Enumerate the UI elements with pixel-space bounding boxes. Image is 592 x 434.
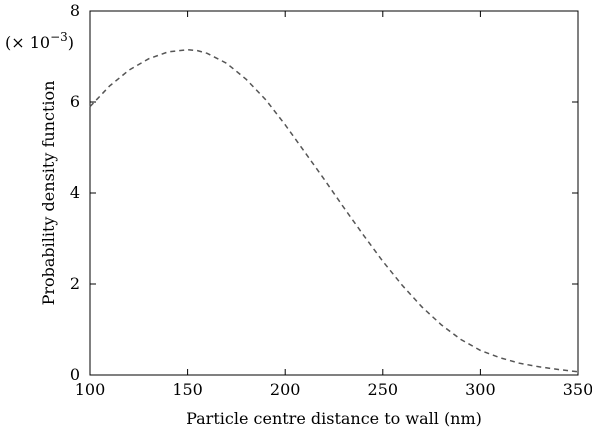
x-tick-label: 200 (270, 380, 301, 399)
y-multiplier: (× 10−3) (5, 30, 74, 52)
x-tick-label: 300 (465, 380, 496, 399)
y-axis-label: Probability density function (39, 81, 58, 306)
x-tick-label: 100 (75, 380, 106, 399)
y-tick-label: 0 (70, 365, 80, 384)
y-tick-label: 8 (70, 1, 80, 20)
x-tick-label: 150 (172, 380, 203, 399)
x-tick-label: 350 (563, 380, 592, 399)
y-tick-label: 4 (70, 183, 80, 202)
y-tick-label: 2 (70, 274, 80, 293)
axis-ticks (89, 10, 579, 376)
series-line (89, 48, 579, 373)
x-axis-label: Particle centre distance to wall (nm) (186, 409, 482, 428)
tick-labels: 100 150 200 250 300 350 0 2 4 6 8 (70, 1, 592, 399)
x-tick-label: 250 (368, 380, 399, 399)
y-tick-label: 6 (70, 92, 80, 111)
